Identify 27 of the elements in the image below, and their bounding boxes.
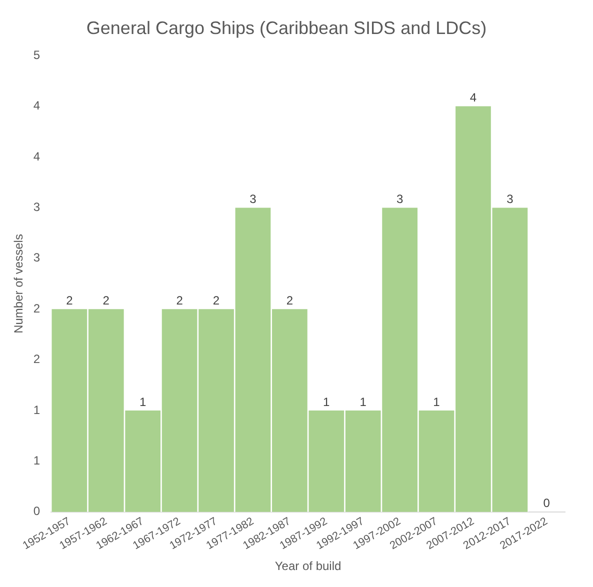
y-axis-title: Number of vessels xyxy=(12,234,26,334)
data-label: 1 xyxy=(433,394,440,409)
y-tick-label: 0 xyxy=(33,504,40,518)
y-tick-label: 2 xyxy=(33,352,40,366)
y-tick-label: 3 xyxy=(33,250,40,265)
data-label: 0 xyxy=(543,496,550,510)
data-label: 1 xyxy=(360,394,367,409)
data-label: 2 xyxy=(286,293,294,308)
data-label: 1 xyxy=(140,394,147,409)
data-label: 2 xyxy=(66,293,74,308)
y-tick-label: 2 xyxy=(33,301,40,316)
data-label: 1 xyxy=(323,394,330,409)
y-tick-label: 1 xyxy=(33,402,40,417)
data-label: 2 xyxy=(212,293,220,308)
y-tick-label: 3 xyxy=(33,200,40,214)
y-tick-label: 4 xyxy=(33,149,40,164)
y-tick-label: 4 xyxy=(33,98,40,113)
y-tick-label: 1 xyxy=(33,453,40,468)
chart-title: General Cargo Ships (Caribbean SIDS and LDCs) xyxy=(86,18,487,38)
y-tick-label: 5 xyxy=(33,48,40,62)
data-label: 2 xyxy=(176,293,184,308)
data-label: 3 xyxy=(250,192,257,206)
data-label: 4 xyxy=(470,90,477,105)
data-label: 3 xyxy=(396,192,404,206)
data-label: 2 xyxy=(102,293,110,308)
x-axis-title: Year of build xyxy=(274,559,342,574)
data-label: 3 xyxy=(506,192,514,206)
